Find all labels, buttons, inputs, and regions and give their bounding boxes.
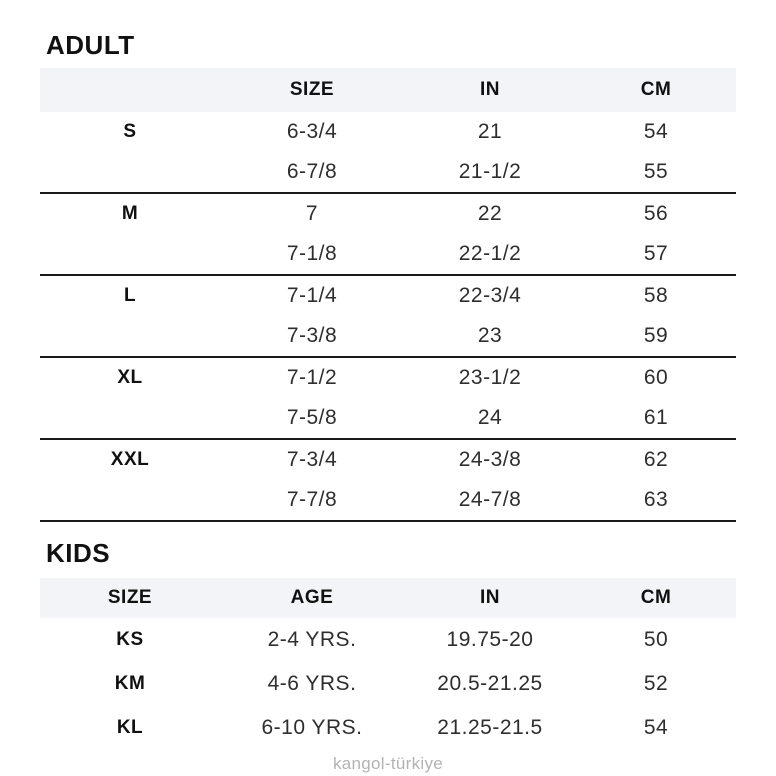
inches-cell: 20.5-21.25 <box>437 672 543 695</box>
inches-cell: 19.75-20 <box>446 628 534 651</box>
adult-section-title: ADULT <box>46 30 135 60</box>
cm-cell: 55 <box>643 160 669 183</box>
hat-size-cell: 7-1/4 <box>286 284 338 307</box>
age-cell: 6-10 YRS. <box>261 716 363 739</box>
hat-size-cell: 7-1/2 <box>286 366 338 389</box>
table-row: XL 7-1/2 23-1/2 60 <box>40 358 736 398</box>
hat-size-cell: 6-3/4 <box>286 120 338 143</box>
table-row: 7-5/8 24 61 <box>40 398 736 438</box>
hat-size-cell: 7-7/8 <box>286 488 338 511</box>
size-group-m: M 7 22 56 7-1/8 22-1/2 57 <box>40 194 736 276</box>
table-row: 6-7/8 21-1/2 55 <box>40 152 736 192</box>
adult-size-table: SIZE IN CM S 6-3/4 21 54 6-7/8 21-1/2 55… <box>40 68 736 522</box>
table-row: L 7-1/4 22-3/4 58 <box>40 276 736 316</box>
inches-cell: 22-3/4 <box>458 284 522 307</box>
inches-cell: 23-1/2 <box>458 366 522 389</box>
age-cell: 4-6 YRS. <box>267 672 357 695</box>
inches-cell: 22-1/2 <box>458 242 522 265</box>
table-row: XXL 7-3/4 24-3/8 62 <box>40 440 736 480</box>
kids-column-header-cm: CM <box>640 587 672 608</box>
inches-cell: 24-3/8 <box>458 448 522 471</box>
cm-cell: 56 <box>643 202 669 225</box>
adult-table-header-row: SIZE IN CM <box>40 68 736 112</box>
table-row: KL 6-10 YRS. 21.25-21.5 54 <box>40 706 736 750</box>
table-row: M 7 22 56 <box>40 194 736 234</box>
inches-cell: 22 <box>477 202 503 225</box>
size-group-xxl: XXL 7-3/4 24-3/8 62 7-7/8 24-7/8 63 <box>40 440 736 522</box>
hat-size-cell: 7-1/8 <box>286 242 338 265</box>
adult-column-header-in: IN <box>480 79 500 100</box>
cm-cell: 50 <box>643 628 669 651</box>
table-row: S 6-3/4 21 54 <box>40 112 736 152</box>
table-row: 7-3/8 23 59 <box>40 316 736 356</box>
inches-cell: 21.25-21.5 <box>437 716 543 739</box>
inches-cell: 24 <box>477 406 503 429</box>
inches-cell: 24-7/8 <box>458 488 522 511</box>
kids-table-header-row: SIZE AGE IN CM <box>40 578 736 618</box>
cm-cell: 61 <box>643 406 669 429</box>
age-cell: 2-4 YRS. <box>267 628 357 651</box>
size-label-cell: KM <box>114 673 146 694</box>
hat-size-cell: 7-3/4 <box>286 448 338 471</box>
size-label-cell: XL <box>117 367 143 388</box>
cm-cell: 58 <box>643 284 669 307</box>
cm-cell: 59 <box>643 324 669 347</box>
inches-cell: 21-1/2 <box>458 160 522 183</box>
kids-column-header-size: SIZE <box>107 587 153 608</box>
kids-column-header-age: AGE <box>290 587 334 608</box>
hat-size-cell: 7-3/8 <box>286 324 338 347</box>
cm-cell: 57 <box>643 242 669 265</box>
size-label-cell: M <box>121 203 139 224</box>
size-label-cell: L <box>123 285 137 306</box>
size-label-cell: S <box>123 121 137 142</box>
cm-cell: 60 <box>643 366 669 389</box>
footer-watermark: kangol-türkiye <box>332 754 444 773</box>
hat-size-cell: 7-5/8 <box>286 406 338 429</box>
table-row: KS 2-4 YRS. 19.75-20 50 <box>40 618 736 662</box>
table-row: 7-7/8 24-7/8 63 <box>40 480 736 520</box>
size-group-l: L 7-1/4 22-3/4 58 7-3/8 23 59 <box>40 276 736 358</box>
cm-cell: 52 <box>643 672 669 695</box>
cm-cell: 62 <box>643 448 669 471</box>
inches-cell: 21 <box>477 120 503 143</box>
cm-cell: 54 <box>643 120 669 143</box>
table-row: KM 4-6 YRS. 20.5-21.25 52 <box>40 662 736 706</box>
inches-cell: 23 <box>477 324 503 347</box>
adult-column-header-size: SIZE <box>289 79 335 100</box>
hat-size-cell: 6-7/8 <box>286 160 338 183</box>
size-label-cell: XXL <box>110 449 150 470</box>
hat-size-cell: 7 <box>305 202 319 225</box>
size-group-s: S 6-3/4 21 54 6-7/8 21-1/2 55 <box>40 112 736 194</box>
kids-column-header-in: IN <box>480 587 500 608</box>
size-label-cell: KL <box>116 717 144 738</box>
size-group-xl: XL 7-1/2 23-1/2 60 7-5/8 24 61 <box>40 358 736 440</box>
table-row: 7-1/8 22-1/2 57 <box>40 234 736 274</box>
adult-column-header-cm: CM <box>640 79 672 100</box>
kids-section-title: KIDS <box>46 538 111 568</box>
size-label-cell: KS <box>116 629 144 650</box>
kids-size-table: SIZE AGE IN CM KS 2-4 YRS. 19.75-20 50 K… <box>40 578 736 750</box>
cm-cell: 54 <box>643 716 669 739</box>
cm-cell: 63 <box>643 488 669 511</box>
